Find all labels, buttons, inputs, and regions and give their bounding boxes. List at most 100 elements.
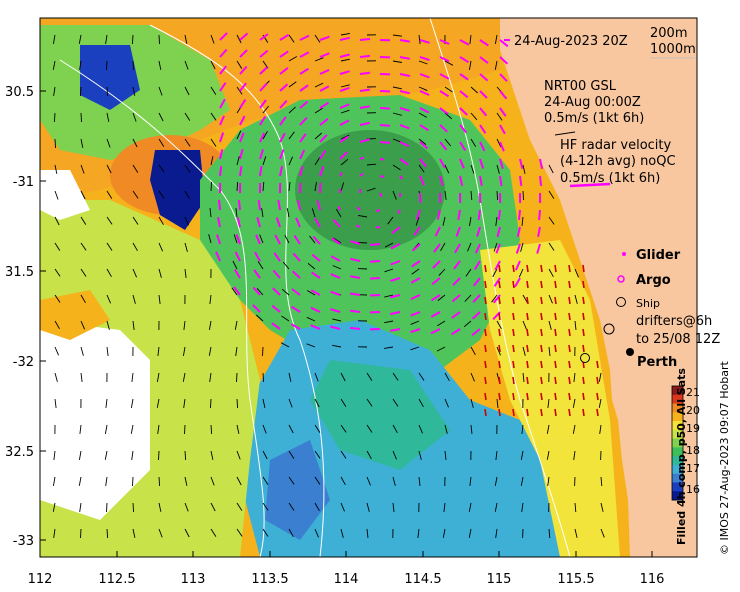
radar-vector [272,269,281,279]
model-vector [494,476,498,486]
model-vector [384,346,394,349]
model-vector [158,60,162,70]
model-vector [392,112,402,116]
radar-vector [255,234,261,245]
radar-vector [239,115,246,126]
model-vector [314,424,321,433]
model-vector [288,372,292,382]
drifter-track [540,328,543,337]
radar-vector [459,90,469,99]
model-vector [392,86,402,90]
model-vector [469,34,472,44]
radar-label-3: 0.5m/s (1kt 6h) [560,171,660,186]
drifter-track [484,392,487,401]
radar-vector [299,100,309,109]
radar-vector [399,73,410,77]
model-vector [495,216,498,226]
model-vector [158,190,165,199]
drifter-track [540,296,543,305]
model-vector [418,164,425,173]
radar-vector [479,90,488,99]
model-vector [392,398,399,407]
model-vector [598,398,602,408]
model-vector [470,138,477,147]
model-vector [158,86,163,96]
model-vector [384,320,394,324]
drifter-track [512,328,515,337]
model-vector [442,528,446,538]
radar-vector [496,226,501,237]
colorbar-swatch [672,473,683,483]
model-vector [184,112,191,121]
model-vector [392,164,401,171]
radar-vector [474,243,481,254]
sst-cold-south [265,440,330,540]
model-vector [599,424,602,434]
sst-inshore [480,240,620,557]
radar-vector [410,294,421,301]
y-tick-label: -32 [13,355,34,370]
model-vector [54,398,57,408]
radar-vector [459,107,468,116]
model-vector [262,105,270,114]
radar-vector [419,141,429,150]
credit-label: © IMOS 27-Aug-2023 09:07 Hobart [718,361,731,555]
model-vector [105,34,108,44]
model-vector [600,502,604,512]
model-vector [444,450,447,460]
model-vector [392,138,402,143]
model-vector [366,502,370,512]
model-vector [261,208,264,218]
radar-vector [473,277,481,287]
model-vector [522,164,526,174]
drifter-track [568,376,571,385]
radar-vector [451,328,461,336]
radar-vector [359,71,371,75]
colorbar-swatch [672,464,683,475]
radar-vector [239,82,247,92]
radar-vector [316,200,321,211]
model-vector [259,234,264,244]
radar-vector [359,121,371,126]
colorbar-tick: 21 [686,386,700,399]
radar-vector [459,158,465,169]
radar-vector [379,158,385,161]
colorbar-tick: 20 [686,404,700,417]
model-vector [340,58,350,62]
model-vector [210,34,215,44]
model-vector [132,502,135,513]
model-vector [288,34,295,43]
model-vector [470,190,473,201]
model-vector [437,320,446,327]
model-vector [184,216,190,226]
radar-vector [299,34,310,41]
radar-vector [339,70,350,75]
radar-vector [477,209,481,221]
model-vector [314,157,321,166]
radar-vector [259,66,268,75]
radar-vector [290,323,301,330]
model-vector [417,528,420,538]
radar-vector [259,33,269,41]
drifter-track [540,344,543,353]
radar-vector [217,217,221,228]
model-vector [340,182,345,192]
model-vector [418,398,424,408]
model-vector [78,34,82,44]
radar-vector [233,268,241,279]
radar-vector [399,39,411,43]
model-vector [467,242,472,252]
drifter-track [596,392,599,401]
model-vector [106,86,108,97]
radar-vector [479,107,488,117]
colorbar-swatch [672,403,683,413]
model-vector [262,346,264,357]
drifter-track [582,392,585,401]
model-vector [548,346,551,356]
model-vector [284,234,290,244]
model-vector [444,372,450,382]
radar-vector [419,73,430,79]
drifter-track [484,344,487,353]
drifter-track [512,312,515,321]
model-vector [574,528,578,538]
